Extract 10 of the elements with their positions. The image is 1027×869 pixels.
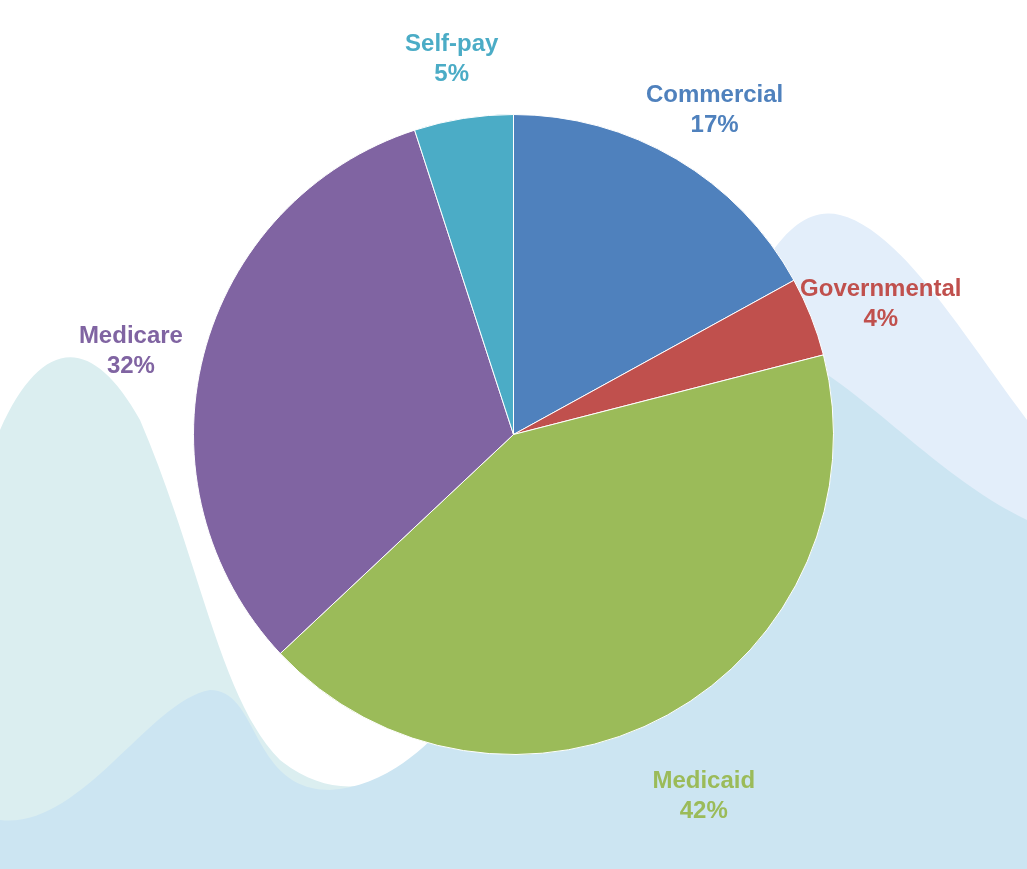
data-label: 4% xyxy=(863,304,899,332)
slice-label: Governmental xyxy=(800,274,962,302)
slice-label: Medicare xyxy=(78,321,183,349)
slice-label: Self-pay xyxy=(405,29,500,57)
slice-label: Commercial xyxy=(645,79,784,107)
data-label: 5% xyxy=(434,59,470,87)
slice-label: Medicaid xyxy=(652,765,756,793)
data-label: 17% xyxy=(690,109,739,137)
data-label: 32% xyxy=(106,351,155,379)
data-label: 42% xyxy=(679,795,728,823)
